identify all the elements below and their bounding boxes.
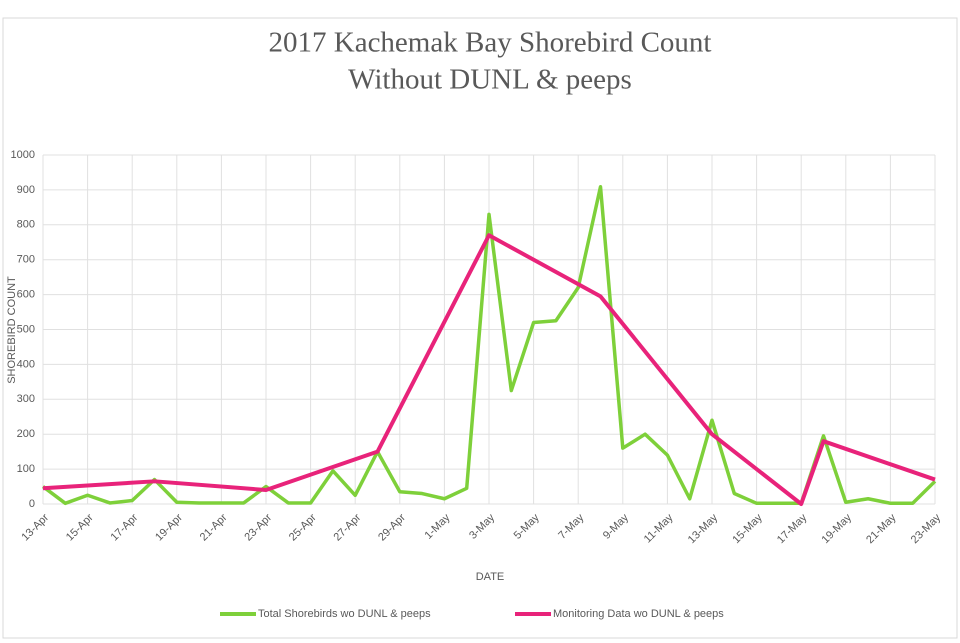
y-tick-label: 0 <box>29 498 35 510</box>
y-tick-label: 300 <box>17 393 35 405</box>
chart-subtitle: Without DUNL & peeps <box>348 64 632 96</box>
y-tick-label: 200 <box>17 428 35 440</box>
y-tick-label: 1000 <box>11 149 35 161</box>
y-tick-label: 400 <box>17 358 35 370</box>
chart-title: 2017 Kachemak Bay Shorebird Count <box>269 27 712 59</box>
y-tick-label: 500 <box>17 323 35 335</box>
y-tick-label: 800 <box>17 219 35 231</box>
series-line <box>42 233 936 506</box>
y-tick-label: 600 <box>17 289 35 301</box>
legend-label: Total Shorebirds wo DUNL & peeps <box>258 608 431 620</box>
y-tick-label: 700 <box>17 254 35 266</box>
y-axis-label: SHOREBIRD COUNT <box>6 276 18 384</box>
legend-label: Monitoring Data wo DUNL & peeps <box>553 608 724 620</box>
series-line <box>41 185 937 506</box>
y-tick-label: 100 <box>17 463 35 475</box>
x-axis-label: DATE <box>476 571 505 583</box>
y-tick-label: 900 <box>17 184 35 196</box>
